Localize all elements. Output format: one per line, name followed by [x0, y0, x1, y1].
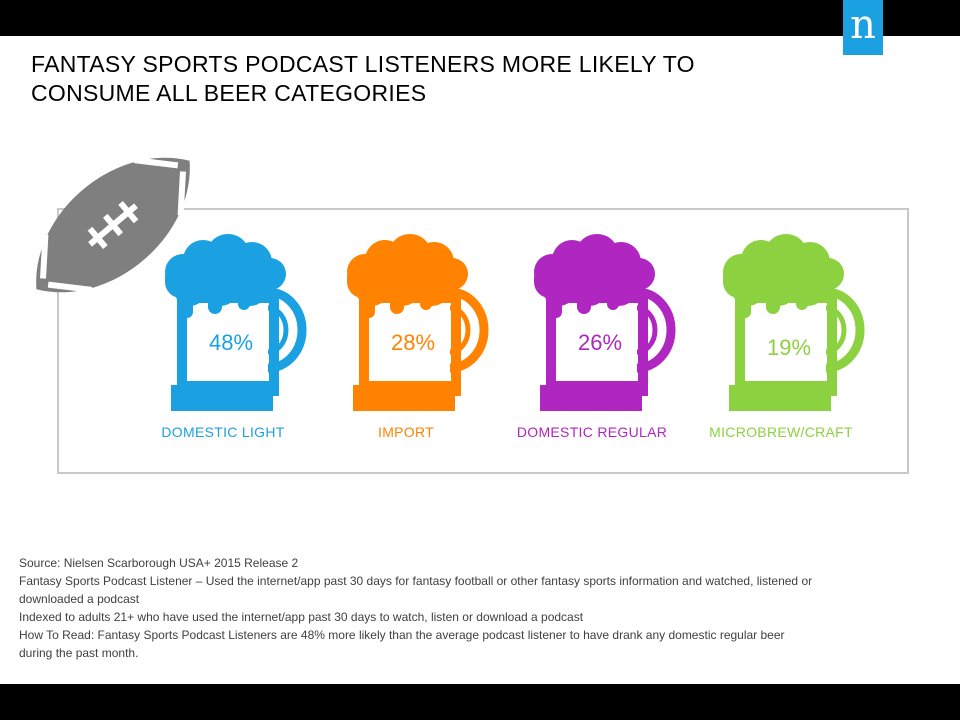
- footnote-how-to-read: How To Read: Fantasy Sports Podcast List…: [19, 628, 785, 660]
- title-line-1: FANTASY SPORTS PODCAST LISTENERS MORE LI…: [31, 51, 695, 77]
- top-bar: [0, 0, 960, 36]
- footnote-indexed: Indexed to adults 21+ who have used the …: [19, 610, 584, 624]
- footnote-source: Source: Nielsen Scarborough USA+ 2015 Re…: [19, 556, 299, 570]
- footnote: Source: Nielsen Scarborough USA+ 2015 Re…: [19, 554, 819, 662]
- page-title: FANTASY SPORTS PODCAST LISTENERS MORE LI…: [31, 50, 731, 108]
- nielsen-logo: n: [843, 0, 883, 55]
- bottom-bar: [0, 684, 960, 720]
- footnote-definition: Fantasy Sports Podcast Listener – Used t…: [19, 574, 813, 606]
- football-icon: [36, 157, 190, 293]
- title-line-2: CONSUME ALL BEER CATEGORIES: [31, 80, 427, 106]
